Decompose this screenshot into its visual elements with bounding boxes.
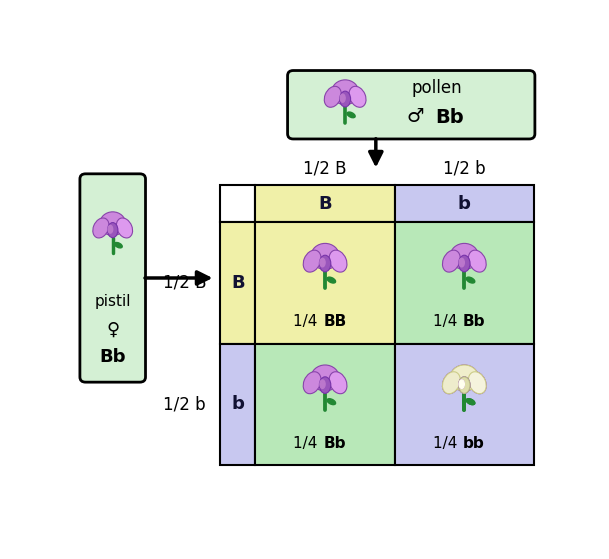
- Ellipse shape: [319, 255, 331, 272]
- Text: 1/4: 1/4: [294, 314, 323, 329]
- Ellipse shape: [93, 218, 109, 238]
- Ellipse shape: [349, 86, 366, 107]
- Text: B: B: [231, 274, 245, 292]
- Ellipse shape: [327, 277, 336, 283]
- Text: Bb: Bb: [323, 436, 346, 451]
- Ellipse shape: [443, 372, 460, 394]
- Text: B: B: [319, 195, 332, 213]
- Ellipse shape: [459, 255, 470, 272]
- Text: b: b: [231, 395, 244, 414]
- Ellipse shape: [450, 243, 479, 269]
- Bar: [220, 344, 256, 465]
- Ellipse shape: [303, 250, 321, 272]
- Text: Bb: Bb: [435, 108, 463, 127]
- Ellipse shape: [459, 258, 464, 267]
- Bar: [256, 186, 395, 222]
- FancyBboxPatch shape: [80, 174, 146, 382]
- Ellipse shape: [108, 225, 113, 233]
- Ellipse shape: [329, 372, 347, 394]
- Text: pistil: pistil: [94, 294, 131, 309]
- Ellipse shape: [327, 399, 336, 405]
- Ellipse shape: [468, 372, 486, 394]
- Ellipse shape: [319, 377, 331, 394]
- Ellipse shape: [320, 258, 325, 267]
- Text: 1/2 b: 1/2 b: [443, 159, 485, 177]
- Ellipse shape: [331, 80, 359, 105]
- Text: 1/2 B: 1/2 B: [163, 274, 206, 292]
- Ellipse shape: [340, 91, 351, 107]
- Ellipse shape: [468, 372, 486, 394]
- Text: BB: BB: [323, 314, 347, 329]
- Ellipse shape: [459, 377, 470, 394]
- Text: Bb: Bb: [463, 314, 485, 329]
- Ellipse shape: [116, 218, 133, 238]
- Text: 1/2 B: 1/2 B: [303, 159, 347, 177]
- Ellipse shape: [459, 377, 470, 394]
- Text: Bb: Bb: [99, 348, 126, 366]
- Ellipse shape: [468, 250, 486, 272]
- Ellipse shape: [100, 212, 125, 235]
- Text: pollen: pollen: [411, 79, 462, 97]
- Ellipse shape: [114, 243, 122, 248]
- FancyBboxPatch shape: [287, 70, 535, 139]
- Ellipse shape: [108, 222, 118, 238]
- Text: 1/4: 1/4: [294, 436, 323, 451]
- Text: 1/4: 1/4: [433, 436, 462, 451]
- Bar: [395, 186, 534, 222]
- Ellipse shape: [450, 365, 479, 391]
- Ellipse shape: [340, 94, 345, 102]
- Ellipse shape: [459, 380, 464, 389]
- Ellipse shape: [459, 380, 464, 389]
- Ellipse shape: [311, 365, 339, 391]
- Ellipse shape: [466, 277, 475, 283]
- Ellipse shape: [466, 399, 475, 405]
- Ellipse shape: [311, 243, 339, 269]
- Text: ♀: ♀: [106, 320, 119, 338]
- Bar: [220, 186, 256, 222]
- Text: bb: bb: [463, 436, 485, 451]
- Bar: [256, 222, 395, 344]
- Ellipse shape: [443, 250, 460, 272]
- Bar: [256, 344, 395, 465]
- Bar: [395, 344, 534, 465]
- Ellipse shape: [347, 112, 355, 118]
- Ellipse shape: [303, 372, 321, 394]
- Ellipse shape: [443, 372, 460, 394]
- Ellipse shape: [329, 250, 347, 272]
- Ellipse shape: [324, 86, 341, 107]
- Ellipse shape: [450, 365, 479, 391]
- Ellipse shape: [320, 380, 325, 389]
- Ellipse shape: [466, 399, 475, 405]
- Bar: [395, 222, 534, 344]
- Text: b: b: [458, 195, 471, 213]
- Text: 1/4: 1/4: [433, 314, 462, 329]
- Text: ♂: ♂: [407, 107, 424, 126]
- Bar: [220, 222, 256, 344]
- Text: 1/2 b: 1/2 b: [163, 395, 206, 414]
